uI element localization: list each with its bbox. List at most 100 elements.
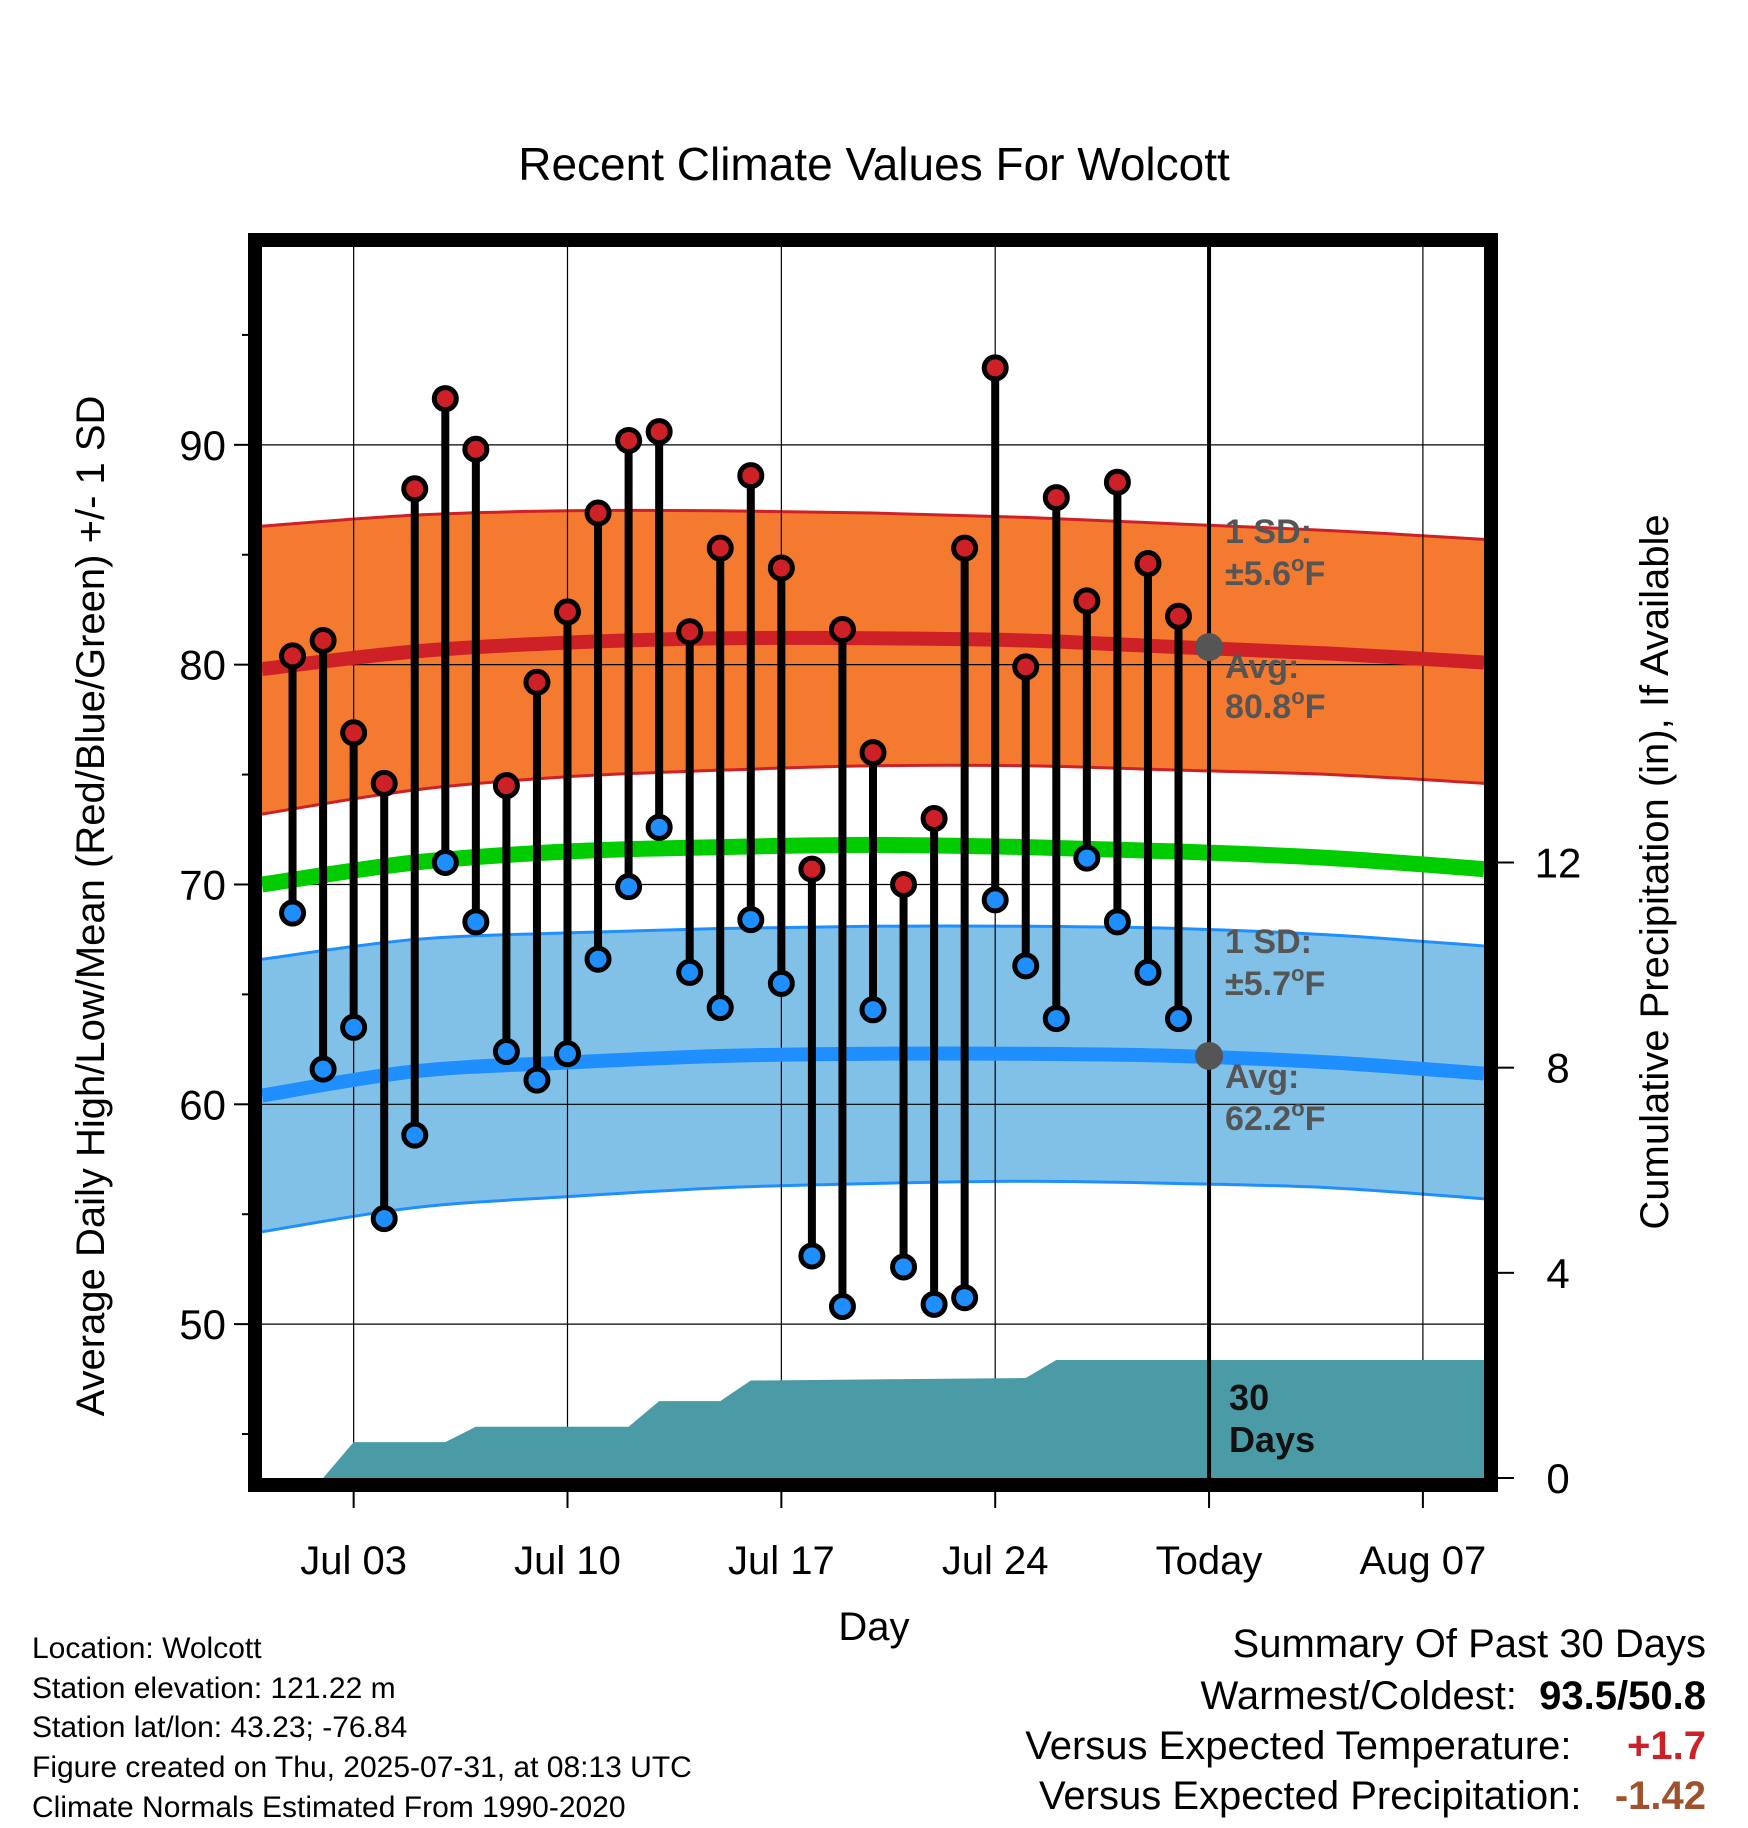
daily-low-point <box>859 996 887 1024</box>
daily-low-point <box>615 873 643 901</box>
daily-low-point <box>1073 844 1101 872</box>
daily-low-point <box>1165 1005 1192 1033</box>
daily-high-point <box>890 870 918 898</box>
summary-precipitation: Versus Expected Precipitation: -1.42 <box>1039 1774 1706 1819</box>
y-axis-label-left: Average Daily High/Low/Mean (Red/Blue/Gr… <box>69 396 113 1417</box>
high-sd-label: 1 SD: <box>1225 513 1312 551</box>
avg-low-line <box>262 1046 1484 1103</box>
daily-high-point <box>279 642 307 670</box>
daily-low-point <box>492 1038 520 1066</box>
y-tick-label-right: 4 <box>1546 1250 1569 1297</box>
station-latlon: Station lat/lon: 43.23; -76.84 <box>32 1711 408 1744</box>
daily-low-point <box>554 1040 581 1068</box>
summary-temperature: Versus Expected Temperature: +1.7 <box>1025 1724 1706 1769</box>
daily-high-point <box>798 855 826 883</box>
y-tick-label-left: 80 <box>179 642 226 689</box>
y-tick-label-right: 0 <box>1546 1455 1569 1502</box>
daily-low-point <box>890 1253 918 1281</box>
daily-low-point <box>523 1066 551 1094</box>
daily-low-point <box>584 945 612 973</box>
precipitation-departure: -1.42 <box>1614 1774 1706 1818</box>
x-axis-label: Day <box>838 1605 909 1649</box>
warmest-value: 93.5 <box>1539 1674 1618 1718</box>
x-tick-label: Jul 17 <box>728 1539 835 1583</box>
daily-high-point <box>370 769 398 797</box>
daily-high-point <box>401 475 429 503</box>
low-sd-lower-line <box>262 1179 1484 1234</box>
temperature-departure: +1.7 <box>1627 1724 1706 1768</box>
daily-high-point <box>676 618 704 646</box>
period-label-unit: Days <box>1229 1419 1315 1460</box>
daily-low-point <box>1103 908 1131 936</box>
summary-title: Summary Of Past 30 Days <box>1232 1622 1706 1666</box>
daily-high-point <box>1103 468 1131 496</box>
plot-content <box>262 247 1484 1478</box>
daily-low-point <box>309 1055 337 1083</box>
x-tick-label: Jul 03 <box>300 1539 407 1583</box>
daily-high-point <box>309 626 337 654</box>
y-tick-label-left: 60 <box>179 1081 226 1128</box>
precipitation-label: Versus Expected Precipitation: <box>1038 1774 1582 1818</box>
high-sd-value: ±5.6oF <box>1225 551 1325 593</box>
daily-low-point <box>706 994 734 1022</box>
daily-high-point <box>920 805 948 833</box>
x-tick-label: Jul 10 <box>514 1539 621 1583</box>
daily-low-point <box>431 849 459 876</box>
y-tick-label-left: 90 <box>179 422 226 469</box>
daily-low-point <box>920 1290 948 1318</box>
coldest-value: 50.8 <box>1628 1674 1706 1718</box>
daily-low-point <box>462 908 490 936</box>
y-tick-label-left: 70 <box>179 861 226 908</box>
daily-high-point <box>615 426 643 454</box>
daily-low-point <box>798 1242 826 1270</box>
daily-high-point <box>462 435 490 463</box>
plot-frame <box>248 233 1498 1492</box>
daily-high-point <box>1042 484 1070 512</box>
daily-high-point <box>706 534 734 562</box>
temperature-label: Versus Expected Temperature: <box>1025 1724 1572 1768</box>
daily-high-point <box>1134 550 1162 578</box>
daily-low-point <box>767 969 795 997</box>
x-tick-label: Jul 24 <box>942 1539 1049 1583</box>
daily-low-point <box>981 886 1009 914</box>
today-avg-low-marker <box>1195 1041 1224 1070</box>
precip-area <box>262 1360 1484 1478</box>
daily-high-point <box>645 418 673 446</box>
low-avg-label: Avg: <box>1225 1058 1299 1096</box>
today-avg-high-marker <box>1195 633 1224 662</box>
y-tick-label-left: 50 <box>179 1301 226 1348</box>
x-tick-label: Aug 07 <box>1360 1539 1487 1583</box>
daily-high-point <box>951 534 979 562</box>
daily-high-point <box>431 385 459 413</box>
daily-low-point <box>370 1205 398 1233</box>
high-sd-upper-line <box>262 508 1484 541</box>
y-tick-label-right: 12 <box>1535 840 1582 887</box>
high-avg-value: 80.8oF <box>1225 684 1325 726</box>
low-sd-label: 1 SD: <box>1225 923 1312 961</box>
daily-high-point <box>828 615 856 643</box>
daily-high-point <box>1073 587 1101 615</box>
chart-title: Recent Climate Values For Wolcott <box>518 138 1230 190</box>
climate-normals-period: Climate Normals Estimated From 1990-2020 <box>32 1791 626 1824</box>
daily-low-point <box>1012 952 1040 980</box>
daily-high-point <box>554 598 581 626</box>
period-label-number: 30 <box>1229 1377 1269 1418</box>
high-avg-label: Avg: <box>1225 648 1299 686</box>
daily-high-point <box>523 668 551 696</box>
x-tick-label-today: Today <box>1156 1539 1263 1583</box>
daily-high-point <box>584 499 612 527</box>
warmest-coldest-label: Warmest/Coldest: <box>1200 1674 1517 1718</box>
figure-created: Figure created on Thu, 2025-07-31, at 08… <box>32 1751 692 1784</box>
daily-high-point <box>1012 653 1040 681</box>
daily-low-point <box>737 906 765 934</box>
daily-low-point <box>1134 958 1162 986</box>
daily-high-point <box>981 354 1009 382</box>
daily-low-point <box>951 1284 979 1312</box>
daily-low-point <box>401 1121 429 1149</box>
station-location: Location: Wolcott <box>32 1632 262 1665</box>
daily-low-point <box>279 899 307 927</box>
daily-low-point <box>645 813 673 841</box>
daily-high-point <box>767 554 795 582</box>
